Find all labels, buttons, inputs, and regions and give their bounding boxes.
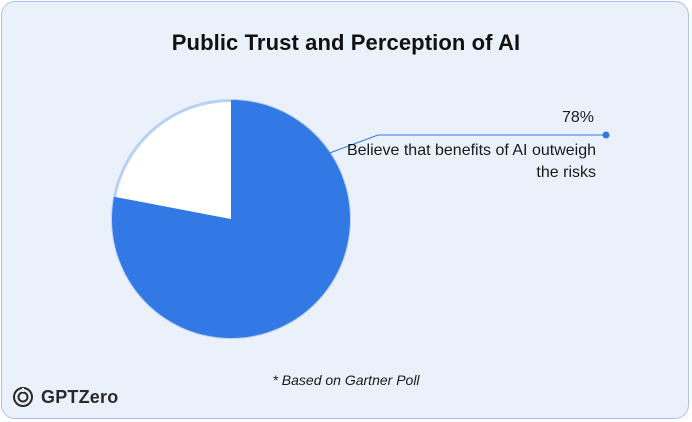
chart-title: Public Trust and Perception of AI [171,30,521,55]
footnote: * Based on Gartner Poll [272,372,420,388]
pie-slice-1 [116,102,231,219]
callout-leader-line [285,134,606,170]
callout-value: 78% [561,109,594,126]
brand-name: GPTZero [41,386,119,407]
brand-logo: GPTZero [12,386,118,408]
callout-label: Believe that benefits of AI outweigh the… [346,142,596,181]
pie-slice-0 [112,100,350,339]
gptzero-logo-icon [13,387,33,407]
callout-dot [602,131,610,139]
